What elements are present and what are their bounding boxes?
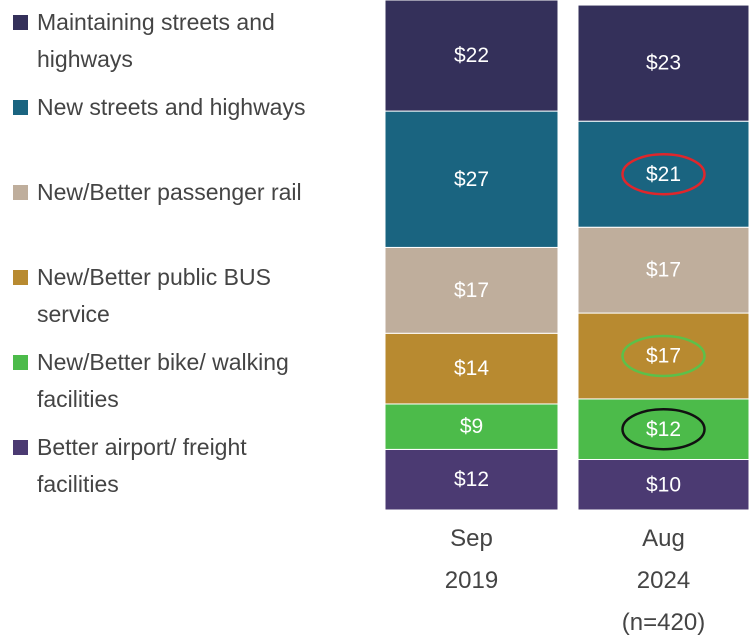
highlight-circle [621, 407, 706, 451]
data-label: $10 [646, 473, 681, 496]
legend-item: New streets and highways [13, 89, 343, 174]
bar-segment [577, 459, 749, 511]
data-label: $23 [646, 52, 681, 75]
bar-segment [384, 332, 559, 405]
highlight-circle [621, 334, 706, 378]
legend-swatch [13, 185, 28, 200]
data-label: $17 [646, 259, 681, 282]
data-label: $21 [646, 163, 681, 186]
data-label: $12 [454, 468, 489, 491]
bar-segment [577, 312, 749, 400]
legend-item: New/Better passenger rail [13, 174, 343, 259]
legend-label: New streets and highways [37, 94, 306, 120]
highlight-circle [621, 152, 706, 196]
legend-item: New/Better public BUS service [13, 259, 343, 344]
bar-segment [384, 0, 559, 112]
bar-segment [577, 4, 749, 122]
x-tick-label: Aug 2024 (n=420) [621, 525, 706, 636]
legend-swatch [13, 15, 28, 30]
legend: Maintaining streets and highways New stre… [13, 4, 343, 514]
legend-label: New/Better passenger rail [37, 179, 302, 205]
data-label: $22 [454, 44, 489, 67]
legend-swatch [13, 440, 28, 455]
bar-segment [384, 448, 559, 511]
bar-segment [577, 226, 749, 314]
legend-item: Better airport/ freight facilities [13, 429, 343, 514]
data-label: $17 [646, 345, 681, 368]
legend-swatch [13, 355, 28, 370]
legend-label: Better airport/ freight facilities [37, 434, 247, 497]
legend-item: Maintaining streets and highways [13, 4, 343, 89]
legend-swatch [13, 100, 28, 115]
data-label: $12 [646, 418, 681, 441]
legend-label: New/Better bike/ walking facilities [37, 349, 289, 412]
x-tick-label: Sep 2019 [444, 525, 499, 594]
data-label: $17 [454, 279, 489, 302]
bar-segment [384, 403, 559, 450]
legend-item: New/Better bike/ walking facilities [13, 344, 343, 429]
data-label: $27 [454, 168, 489, 191]
legend-label: New/Better public BUS service [37, 264, 271, 327]
data-label: $14 [454, 357, 489, 380]
bar-segment [384, 110, 559, 248]
legend-label: Maintaining streets and highways [37, 9, 275, 72]
bar-segment [577, 120, 749, 228]
legend-swatch [13, 270, 28, 285]
data-label: $9 [460, 415, 483, 438]
